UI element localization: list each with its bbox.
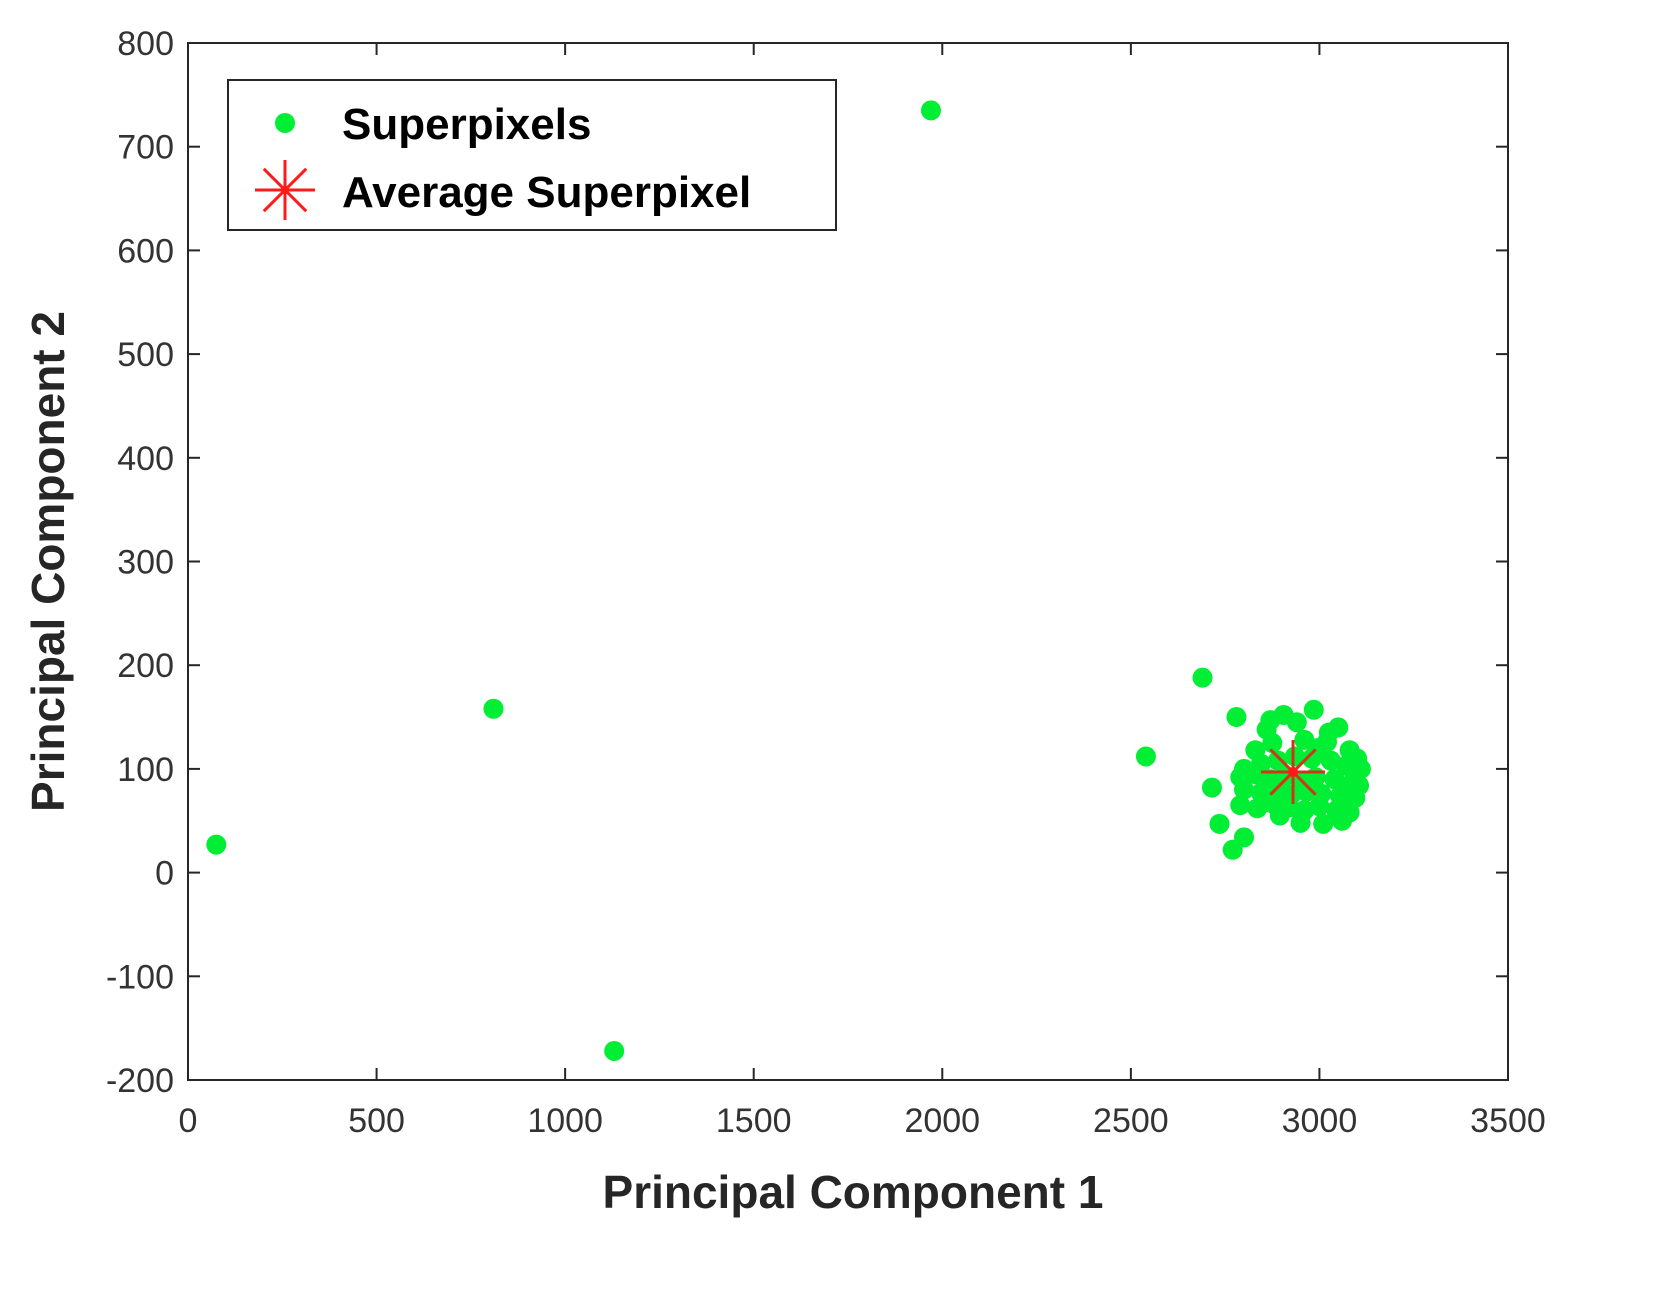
superpixel-point: [1313, 813, 1334, 834]
superpixel-point: [1135, 746, 1156, 767]
y-tick-label: 100: [117, 751, 174, 789]
superpixel-point: [1260, 710, 1281, 731]
superpixel-point: [1209, 813, 1230, 834]
x-tick-label: 1500: [716, 1102, 792, 1140]
superpixel-point: [1245, 764, 1266, 785]
x-axis-title: Principal Component 1: [603, 1166, 1104, 1218]
y-tick-label: 600: [117, 232, 174, 270]
superpixel-point: [1324, 769, 1345, 790]
superpixel-point: [1284, 746, 1305, 767]
legend-marker-average-superpixel: [255, 160, 315, 220]
legend: Superpixels Average Superpixel: [227, 79, 837, 231]
superpixel-point: [604, 1040, 625, 1061]
legend-marker-superpixels: [275, 113, 295, 133]
x-tick-label: 3500: [1470, 1102, 1546, 1140]
y-axis-title: Principal Component 2: [22, 311, 74, 812]
legend-box: [227, 79, 837, 231]
superpixel-point: [1318, 722, 1339, 743]
legend-asterisk-icon: [255, 160, 315, 220]
x-tick-label: 0: [179, 1102, 198, 1140]
y-tick-label: 400: [117, 440, 174, 478]
superpixel-point: [1234, 779, 1254, 800]
superpixel-point: [1230, 795, 1251, 816]
superpixel-point: [1332, 810, 1353, 831]
superpixel-point: [1296, 781, 1317, 802]
superpixel-point: [1350, 758, 1371, 779]
x-tick-label: 500: [348, 1102, 405, 1140]
plot-frame: [187, 42, 1509, 1081]
data-points: [206, 100, 1371, 1061]
average-superpixel-point: [1261, 740, 1326, 805]
x-tick-label: 2500: [1093, 1102, 1169, 1140]
superpixel-point: [1262, 732, 1283, 753]
x-tick-label: 1000: [527, 1102, 603, 1140]
y-tick-label: 800: [117, 25, 174, 63]
superpixel-point: [1234, 827, 1254, 848]
superpixel-point: [1267, 750, 1288, 771]
superpixel-point: [1290, 812, 1311, 833]
tick-labels: 0 500 1000 1500 2000 2500 3000 3500 -200 -100 0 100…: [106, 25, 1546, 1140]
superpixel-point: [1303, 699, 1324, 720]
superpixel-point: [1320, 750, 1341, 771]
superpixel-point: [1309, 796, 1330, 817]
y-tick-label: -200: [106, 1062, 174, 1100]
superpixel-point: [1335, 755, 1356, 776]
superpixel-point: [1286, 712, 1307, 733]
superpixel-point: [1269, 805, 1290, 826]
y-tick-label: 0: [155, 855, 174, 893]
y-tick-label: 700: [117, 129, 174, 167]
x-tick-label: 3000: [1282, 1102, 1358, 1140]
legend-entry-superpixels: Superpixels: [342, 100, 591, 149]
superpixel-point: [1226, 707, 1247, 728]
superpixel-point: [483, 698, 504, 719]
superpixel-point: [1192, 667, 1213, 688]
superpixel-point: [1201, 777, 1222, 798]
y-tick-label: 500: [117, 336, 174, 374]
x-tick-label: 2000: [904, 1102, 980, 1140]
y-tick-label: 200: [117, 647, 174, 685]
y-tick-label: -100: [106, 958, 174, 996]
superpixel-point: [1256, 792, 1277, 813]
legend-entry-average-superpixel: Average Superpixel: [342, 168, 751, 217]
superpixel-point: [206, 834, 227, 855]
superpixel-point: [920, 100, 941, 121]
y-tick-label: 300: [117, 544, 174, 582]
